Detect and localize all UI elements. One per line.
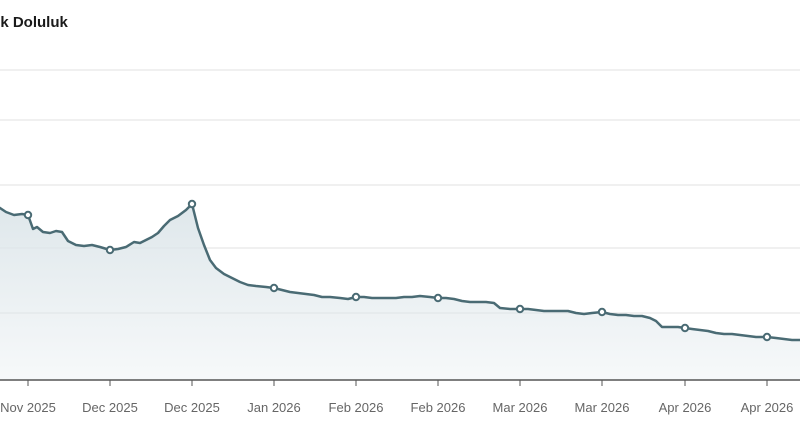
data-markers [23, 199, 772, 342]
x-tick-label: Nov 2025 [0, 400, 56, 415]
data-point[interactable] [597, 307, 607, 317]
data-point[interactable] [269, 283, 279, 293]
x-tick-label: Dec 2025 [164, 400, 220, 415]
data-point[interactable] [187, 199, 197, 209]
chart-title: ek Doluluk [0, 14, 68, 31]
x-tick-label: Mar 2026 [575, 400, 630, 415]
x-tick-label: Mar 2026 [493, 400, 548, 415]
x-tick-label: Feb 2026 [411, 400, 466, 415]
data-point[interactable] [351, 292, 361, 302]
data-point[interactable] [515, 304, 525, 314]
data-point[interactable] [762, 332, 772, 342]
x-tick-label: Feb 2026 [329, 400, 384, 415]
x-tick-label: Apr 2026 [659, 400, 712, 415]
x-axis: Nov 2025 Dec 2025 Dec 2025 Jan 2026 Feb 2026… [0, 379, 800, 415]
data-point[interactable] [680, 323, 690, 333]
data-point[interactable] [105, 245, 115, 255]
area-layer [0, 202, 800, 380]
x-tick-label: Apr 2026 [741, 400, 794, 415]
x-tick-label: Jan 2026 [247, 400, 301, 415]
data-point[interactable] [433, 293, 443, 303]
series-line [0, 202, 800, 342]
data-point[interactable] [23, 210, 33, 220]
x-tick-label: Dec 2025 [82, 400, 138, 415]
area-fill [0, 204, 800, 380]
